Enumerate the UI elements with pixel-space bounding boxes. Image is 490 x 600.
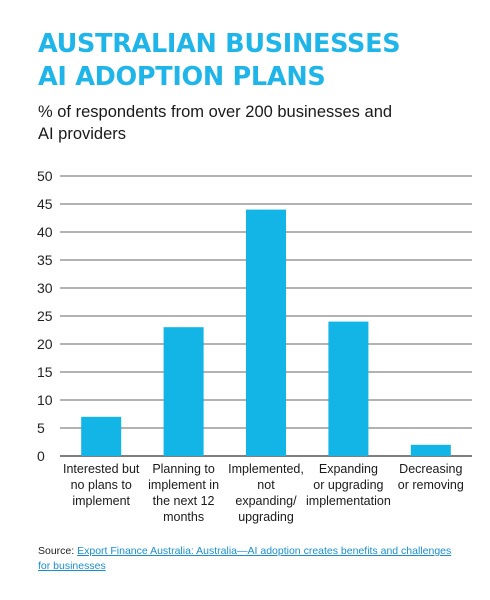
x-tick-label-line: Implemented, <box>228 462 304 476</box>
x-tick-label-line: Expanding <box>319 462 378 476</box>
bar <box>410 444 451 456</box>
subtitle-line-2: AI providers <box>38 125 127 143</box>
x-tick-label-line: no plans to <box>71 478 132 492</box>
bar <box>81 416 122 456</box>
source-link[interactable]: Export Finance Australia: Australia—AI a… <box>38 545 452 572</box>
y-tick-label: 20 <box>37 336 53 352</box>
y-tick-label: 15 <box>37 364 53 380</box>
bar <box>163 327 204 456</box>
source-label: Source: <box>38 545 75 557</box>
x-tick-label-line: or upgrading <box>313 478 383 492</box>
x-tick-label: Planning to implement in the next 12 months <box>148 462 219 524</box>
y-tick-label: 5 <box>37 420 45 436</box>
y-tick-label: 25 <box>37 308 53 324</box>
x-tick-label-line: Interested but <box>63 462 140 476</box>
x-tick-label-line: Planning to <box>152 462 215 476</box>
x-tick-label: Implemented, not expanding/upgrading <box>228 462 304 524</box>
y-tick-label: 0 <box>37 448 45 464</box>
title-line-2: AI ADOPTION PLANS <box>38 62 326 92</box>
y-tick-label: 10 <box>37 392 53 408</box>
x-tick-label-line: upgrading <box>238 510 294 524</box>
x-tick-label: Decreasing or removing <box>398 462 464 492</box>
x-tick-label-line: the next 12 <box>153 494 215 508</box>
x-tick-label-line: expanding/ <box>235 494 297 508</box>
x-tick-label-line: Decreasing <box>399 462 462 476</box>
title-line-1: AUSTRALIAN BUSINESSES <box>38 29 401 59</box>
bar <box>246 209 286 456</box>
x-tick-label: Interested but no plans to implement <box>63 462 140 508</box>
x-tick-label-line: implementation <box>306 494 391 508</box>
x-tick-label-line: months <box>163 510 204 524</box>
y-tick-label: 35 <box>37 252 53 268</box>
x-tick-label-line: not <box>257 478 275 492</box>
subtitle-line-1: % of respondents from over 200 businesse… <box>38 103 393 121</box>
y-tick-label: 45 <box>37 196 53 212</box>
y-tick-label: 40 <box>37 224 53 240</box>
x-tick-label: Expanding or upgrading implementation <box>306 462 391 508</box>
chart-subtitle: % of respondents from over 200 businesse… <box>38 101 458 145</box>
source-note: Source: Export Finance Australia: Austra… <box>38 544 458 574</box>
bar <box>328 321 369 456</box>
chart-title: AUSTRALIAN BUSINESSES AI ADOPTION PLANS <box>38 28 478 94</box>
y-tick-label: 30 <box>37 280 53 296</box>
x-tick-label-line: or removing <box>398 478 464 492</box>
y-tick-label: 50 <box>37 168 53 184</box>
x-tick-label-line: implement in <box>148 478 219 492</box>
bar-chart: 0 5 10 15 20 25 30 35 40 45 50 Interested but no pla… <box>37 168 472 524</box>
x-tick-label-line: implement <box>72 494 130 508</box>
